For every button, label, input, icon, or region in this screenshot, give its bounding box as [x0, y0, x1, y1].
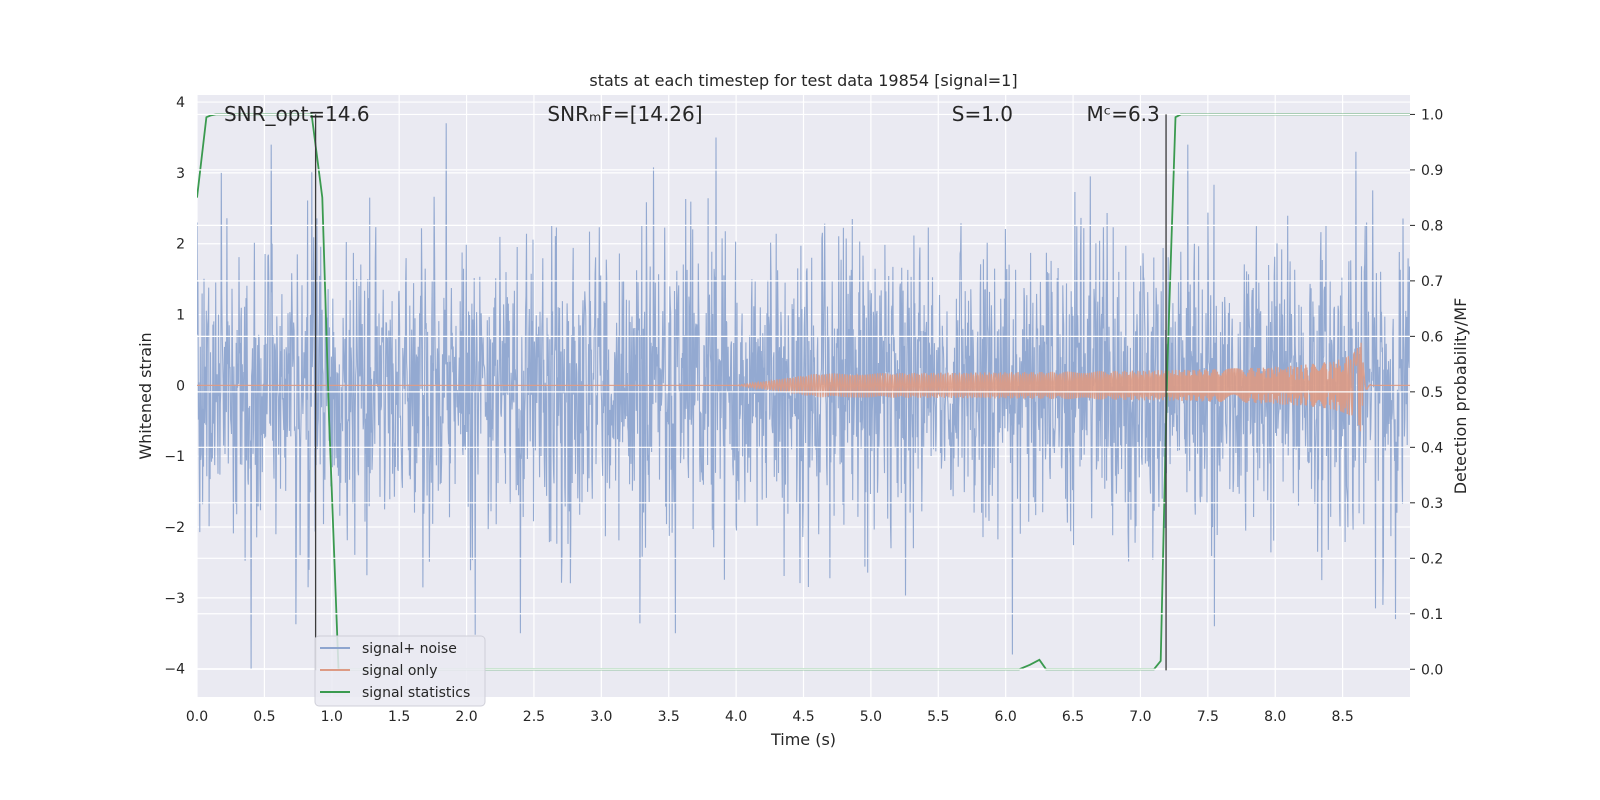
x-axis-title: Time (s) — [770, 730, 836, 749]
y-tick-label: 0 — [176, 378, 185, 394]
y-axis-title: Whitened strain — [136, 332, 155, 459]
annotation-text: SNR_opt=14.6 — [224, 102, 370, 126]
y2-tick-label: 0.7 — [1421, 274, 1443, 290]
legend-label: signal+ noise — [362, 641, 457, 657]
x-tick-label: 8.5 — [1331, 709, 1353, 725]
x-tick-label: 1.5 — [388, 709, 410, 725]
series-layer — [197, 113, 1410, 671]
annotations: SNR_opt=14.6 SNRₘF=[14.26] S=1.0 Mᶜ=6.3 — [224, 102, 1160, 126]
y-tick-label: 2 — [176, 237, 185, 253]
legend: signal+ noise signal only signal statistic… — [314, 635, 486, 707]
y2-tick-label: 0.8 — [1421, 218, 1443, 234]
x-tick-label: 3.5 — [658, 709, 680, 725]
y-tick-label: 3 — [176, 166, 185, 182]
axes: 0.0 0.5 1.0 1.5 2.0 2.5 3.0 3.5 4.0 4.5 5.0 5.5 6.0 6… — [164, 95, 1443, 725]
x-tick-label: 7.0 — [1129, 709, 1151, 725]
y2-tick-label: 0.5 — [1421, 385, 1443, 401]
annotation-text: S=1.0 — [952, 102, 1013, 126]
x-tick-label: 5.0 — [860, 709, 882, 725]
x-tick-label: 0.0 — [186, 709, 208, 725]
x-tick-label: 2.5 — [523, 709, 545, 725]
y2-tick-label: 1.0 — [1421, 107, 1443, 123]
series-signal-only — [197, 342, 1410, 432]
y-tick-label: −4 — [164, 662, 185, 678]
x-tick-label: 2.0 — [455, 709, 477, 725]
series-signal-noise — [197, 123, 1410, 669]
y-tick-label: −1 — [164, 449, 185, 465]
x-tick-label: 1.0 — [321, 709, 343, 725]
y2-tick-label: 0.2 — [1421, 551, 1443, 567]
x-tick-label: 5.5 — [927, 709, 949, 725]
y2-tick-label: 0.9 — [1421, 163, 1443, 179]
y2-tick-label: 0.3 — [1421, 496, 1443, 512]
x-tick-label: 4.5 — [792, 709, 814, 725]
y-tick-label: 4 — [176, 95, 185, 111]
legend-box — [314, 635, 486, 707]
y2-tick-label: 0.0 — [1421, 662, 1443, 678]
vertical-lines — [314, 114, 1167, 671]
x-tick-label: 0.5 — [253, 709, 275, 725]
x-tick-label: 6.5 — [1062, 709, 1084, 725]
x-tick-label: 7.5 — [1197, 709, 1219, 725]
y-tick-label: −2 — [164, 520, 185, 536]
chart-title: stats at each timestep for test data 198… — [589, 71, 1017, 90]
y2-axis-title: Detection probability/MF — [1451, 298, 1470, 495]
x-tick-label: 6.0 — [995, 709, 1017, 725]
x-tick-label: 8.0 — [1264, 709, 1286, 725]
annotation-text: Mᶜ=6.3 — [1087, 102, 1160, 126]
x-tick-label: 3.0 — [590, 709, 612, 725]
y2-tick-label: 0.6 — [1421, 329, 1443, 345]
y2-tick-label: 0.1 — [1421, 607, 1443, 623]
y-tick-label: 1 — [176, 308, 185, 324]
legend-label: signal only — [362, 663, 437, 679]
y2-tick-label: 0.4 — [1421, 440, 1443, 456]
x-tick-label: 4.0 — [725, 709, 747, 725]
y-tick-label: −3 — [164, 591, 185, 607]
legend-label: signal statistics — [362, 685, 470, 701]
annotation-text: SNRₘF=[14.26] — [547, 102, 702, 126]
